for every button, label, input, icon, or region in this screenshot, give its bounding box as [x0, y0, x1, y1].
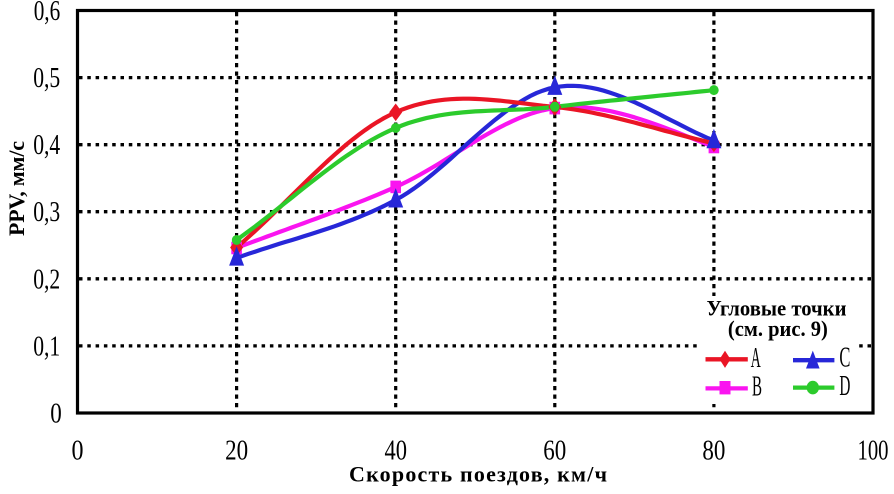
svg-text:100: 100 [858, 435, 889, 467]
svg-text:D: D [839, 370, 850, 402]
svg-text:0,3: 0,3 [33, 197, 60, 228]
svg-text:(см. рис. 9): (см. рис. 9) [728, 316, 828, 341]
svg-text:0,6: 0,6 [34, 0, 61, 27]
svg-text:C: C [839, 342, 850, 374]
svg-text:0: 0 [72, 435, 84, 467]
svg-text:40: 40 [384, 435, 407, 467]
svg-text:0,4: 0,4 [33, 130, 60, 161]
svg-text:0,1: 0,1 [33, 331, 60, 362]
svg-text:B: B [752, 371, 762, 403]
svg-text:60: 60 [543, 435, 566, 467]
svg-text:0,5: 0,5 [33, 63, 60, 94]
svg-text:0,2: 0,2 [33, 264, 60, 295]
svg-text:Скорость поездов, км/ч: Скорость поездов, км/ч [349, 461, 607, 486]
svg-text:80: 80 [702, 435, 725, 467]
svg-text:PPV, мм/с: PPV, мм/с [4, 141, 29, 236]
svg-text:Угловые точки: Угловые точки [707, 296, 847, 321]
svg-text:0: 0 [50, 399, 62, 430]
svg-text:A: A [751, 342, 761, 374]
svg-text:20: 20 [225, 435, 248, 467]
